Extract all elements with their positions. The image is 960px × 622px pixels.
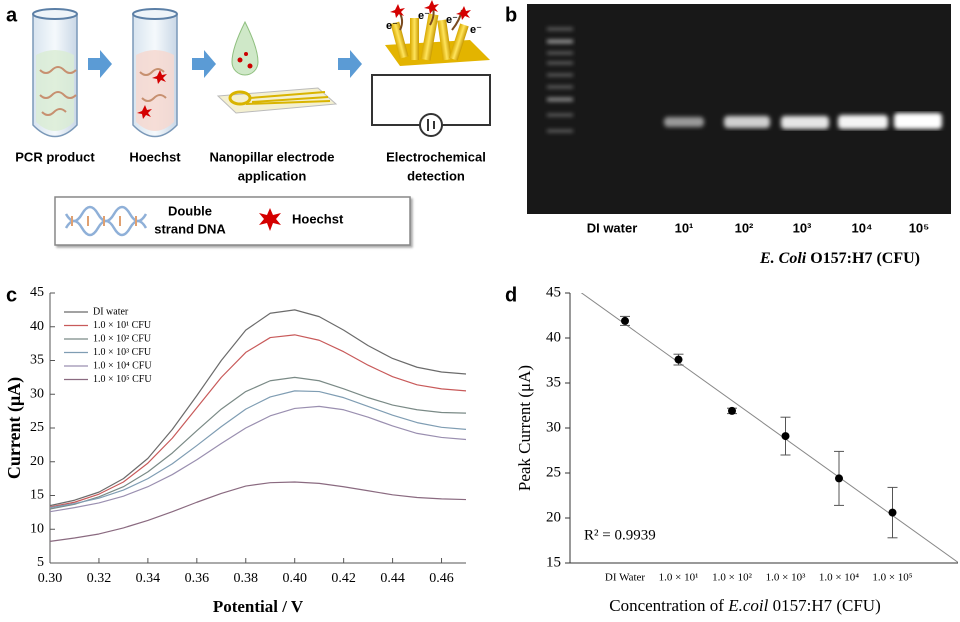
y-tick-label: 45 [30, 285, 44, 300]
step-caption: PCR product [15, 149, 95, 164]
electron-label: e⁻ [418, 10, 430, 22]
caption-part: E. Coli [759, 250, 807, 267]
gel-image [527, 4, 951, 214]
lane-label: 10³ [793, 220, 812, 235]
y-tick-label: 10 [30, 521, 44, 536]
x-tick-label: 1.0 × 10¹ [659, 572, 699, 584]
panel-label: c [6, 284, 17, 306]
legend-text: strand DNA [154, 221, 226, 236]
electron-label: e⁻ [386, 20, 398, 32]
panel-label: d [505, 284, 517, 306]
step-caption: detection [407, 168, 465, 183]
y-tick-label: 20 [546, 509, 561, 525]
legend-label: 1.0 × 10¹ CFU [93, 320, 152, 331]
point [728, 406, 736, 415]
x-tick-label: 0.36 [185, 571, 210, 586]
lane-label: DI water [587, 220, 638, 235]
legend-label: 1.0 × 10³ CFU [93, 347, 152, 358]
x-tick-label: 0.34 [136, 571, 161, 586]
schematic [32, 0, 491, 246]
series-line [49, 405, 467, 513]
series-line [49, 309, 467, 507]
series-line [49, 334, 467, 508]
caption-part: O157:H7 (CFU) [806, 250, 920, 267]
point [674, 355, 683, 364]
y-tick-label: 25 [546, 464, 561, 480]
legend-label: 1.0 × 10² CFU [93, 333, 152, 344]
y-tick-label: 40 [546, 329, 561, 345]
chart-d: 15 20 25 30 35 40 45 DI Water 1.0 × 10¹ 1.0 × 10²… [515, 284, 958, 615]
legend-text: Double [168, 203, 212, 218]
series-line [49, 376, 467, 510]
x-tick-label: 1.0 × 10² [712, 572, 752, 584]
legend-label: 1.0 × 10⁵ CFU [93, 374, 152, 385]
x-tick-label: 1.0 × 10³ [766, 572, 806, 584]
chart-c: 5 10 15 20 25 30 35 40 45 0.30 0.32 0.34 0.36 0.38 0.4… [4, 285, 467, 616]
y-tick-label: 5 [37, 555, 44, 570]
x-tick-label: 0.38 [234, 571, 259, 586]
x-tick-label: 0.44 [380, 571, 405, 586]
x-tick-label: 1.0 × 10⁵ [872, 572, 912, 584]
gel-labels: DI water 10¹ 10² 10³ 10⁴ 10⁵ E. Coli O15… [587, 220, 930, 266]
x-tick-label: 0.40 [282, 571, 307, 586]
step-caption: Hoechst [129, 149, 181, 164]
y-axis-label: Peak Current (μA) [515, 365, 534, 491]
y-tick-label: 15 [30, 488, 44, 503]
point [781, 432, 790, 441]
point [621, 316, 629, 325]
x-tick-label: 0.46 [429, 571, 454, 586]
y-tick-label: 30 [546, 419, 561, 435]
y-tick-label: 35 [546, 374, 561, 390]
point [835, 474, 843, 483]
step-caption: Electrochemical [386, 149, 486, 164]
step-caption: application [238, 168, 307, 183]
lane-label: 10¹ [675, 220, 694, 235]
y-tick-label: 30 [30, 386, 44, 401]
x-axis-label: Concentration of E.coil 0157:H7 (CFU) [609, 596, 881, 615]
step-caption: Nanopillar electrode [210, 149, 335, 164]
panel-label: a [6, 4, 18, 26]
y-tick-label: 20 [30, 454, 44, 469]
x-tick-label: 1.0 × 10⁴ [819, 572, 859, 584]
y-tick-label: 25 [30, 420, 44, 435]
x-axis-label-part: E.coil [727, 596, 768, 615]
y-tick-label: 15 [546, 554, 561, 570]
electron-label: e⁻ [470, 24, 482, 36]
gel-caption: E. Coli O157:H7 (CFU) [759, 250, 920, 267]
y-axis-label: Current (μA) [4, 377, 25, 479]
series-line [49, 390, 467, 509]
legend-label: 1.0 × 10⁴ CFU [93, 360, 152, 371]
point [888, 508, 897, 517]
x-tick-label: 0.42 [331, 571, 356, 586]
annotation: R² = 0.9939 [584, 527, 656, 543]
y-tick-label: 45 [546, 284, 561, 300]
panel-label: b [505, 4, 517, 26]
x-tick-label: 0.32 [87, 571, 112, 586]
lane-label: 10⁴ [852, 220, 873, 235]
schematic-texts: PCR product Hoechst Nanopillar electrode… [15, 10, 486, 237]
legend-label: DI water [93, 306, 129, 317]
lane-label: 10² [735, 220, 754, 235]
y-tick-label: 40 [30, 319, 44, 334]
x-axis-label-part: Concentration of [609, 596, 728, 615]
series-line [49, 481, 467, 542]
electron-label: e⁻ [446, 14, 458, 26]
x-tick-label: 0.30 [38, 571, 63, 586]
lane-label: 10⁵ [909, 220, 930, 235]
x-tick-label: DI Water [605, 572, 645, 584]
x-axis-label: Potential / V [213, 597, 304, 616]
trend-line [580, 293, 958, 563]
legend-text: Hoechst [292, 211, 344, 226]
x-axis-label-part: 0157:H7 (CFU) [768, 596, 880, 615]
y-tick-label: 35 [30, 353, 44, 368]
